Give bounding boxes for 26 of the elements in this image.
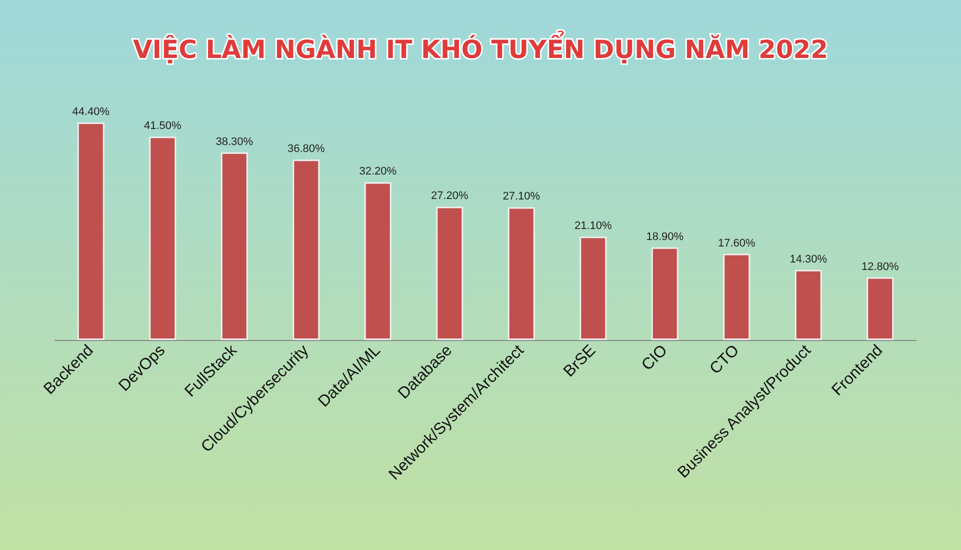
data-label: 14.30% <box>790 253 828 266</box>
data-label: 32.20% <box>359 166 397 178</box>
data-label: 21.10% <box>574 220 612 232</box>
data-label: 36.80% <box>287 143 325 156</box>
bar <box>220 152 248 340</box>
bar <box>364 182 392 340</box>
data-label: 41.50% <box>144 120 182 132</box>
data-label: 17.60% <box>718 237 756 250</box>
chart-title: VIỆC LÀM NGÀNH IT KHÓ TUYỂN DỤNG NĂM 2022 <box>132 30 828 64</box>
data-label: 27.10% <box>502 190 540 203</box>
data-label: 38.30% <box>216 136 254 148</box>
bar <box>436 206 464 340</box>
bar <box>723 254 750 340</box>
bar <box>651 247 678 340</box>
bar <box>866 277 894 340</box>
data-label: 12.80% <box>861 260 899 273</box>
bar <box>580 236 607 340</box>
bar <box>292 160 320 340</box>
data-label: 18.90% <box>646 230 684 243</box>
bar <box>149 136 176 340</box>
bar <box>794 270 822 340</box>
x-tick-label: CIO <box>638 342 671 374</box>
bar <box>77 122 104 340</box>
bar <box>508 207 535 340</box>
data-label: 27.20% <box>430 190 468 202</box>
data-label: 44.40% <box>72 106 110 118</box>
